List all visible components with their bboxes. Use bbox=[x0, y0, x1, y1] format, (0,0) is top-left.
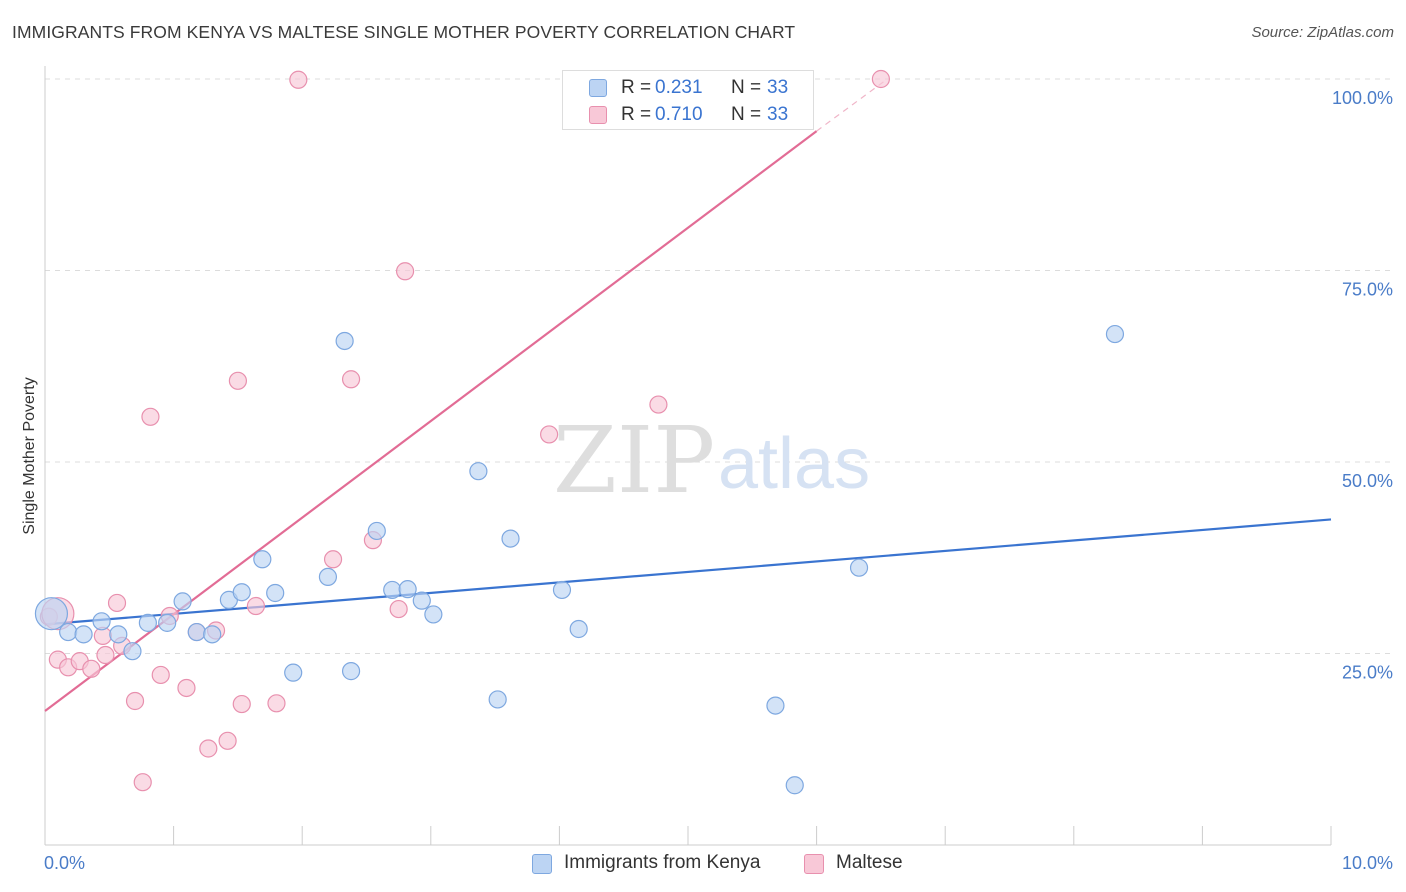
source-label: Source: ZipAtlas.com bbox=[1251, 24, 1394, 41]
point-maltese bbox=[125, 691, 145, 711]
point-maltese bbox=[133, 773, 152, 792]
point-maltese bbox=[246, 596, 266, 616]
watermark-atlas: atlas bbox=[718, 424, 870, 504]
legend-n-value-maltese: 33 bbox=[767, 104, 789, 125]
y-axis-label: Single Mother Poverty bbox=[21, 377, 38, 534]
tick-labels: 25.0% 50.0% 75.0% 100.0% 0.0% 10.0% bbox=[44, 88, 1393, 873]
point-kenya bbox=[849, 558, 869, 577]
point-maltese bbox=[82, 659, 101, 678]
point-kenya bbox=[318, 567, 338, 587]
point-maltese bbox=[395, 262, 415, 281]
point-maltese bbox=[323, 550, 343, 569]
y-tick-label: 75.0% bbox=[1342, 280, 1393, 300]
trend-line-maltese-extension bbox=[816, 78, 888, 132]
point-maltese bbox=[199, 739, 218, 758]
point-kenya bbox=[92, 612, 111, 631]
point-kenya bbox=[367, 521, 386, 541]
data-points bbox=[34, 69, 1125, 795]
series-legend-swatch-maltese bbox=[804, 854, 824, 874]
watermark: ZIP atlas bbox=[553, 407, 870, 514]
point-kenya bbox=[398, 580, 417, 599]
legend-n-label: N = bbox=[731, 104, 762, 125]
point-maltese bbox=[151, 665, 170, 685]
point-kenya bbox=[488, 690, 507, 709]
legend-r-label: R = bbox=[621, 104, 652, 125]
point-kenya bbox=[173, 592, 192, 611]
point-kenya bbox=[266, 583, 285, 603]
point-kenya bbox=[232, 583, 251, 602]
point-kenya bbox=[383, 580, 402, 600]
trend-lines bbox=[44, 78, 1332, 712]
y-tick-label: 25.0% bbox=[1342, 663, 1393, 683]
chart-title: IMMIGRANTS FROM KENYA VS MALTESE SINGLE … bbox=[12, 22, 796, 42]
point-kenya bbox=[766, 696, 785, 715]
legend-r-value-kenya: 0.231 bbox=[655, 77, 703, 98]
stats-legend: R = 0.231 N = 33 R = 0.710 N = 33 bbox=[562, 70, 814, 130]
x-tick-label: 0.0% bbox=[44, 853, 85, 873]
point-kenya bbox=[74, 625, 93, 644]
point-maltese bbox=[232, 694, 251, 714]
series-legend-label-maltese: Maltese bbox=[836, 852, 903, 873]
legend-swatch-kenya bbox=[589, 79, 607, 97]
y-tick-label: 50.0% bbox=[1342, 471, 1393, 491]
point-maltese bbox=[289, 70, 308, 89]
point-maltese bbox=[218, 731, 237, 750]
point-kenya bbox=[123, 642, 142, 661]
axes bbox=[44, 66, 1332, 846]
legend-n-label: N = bbox=[731, 77, 762, 98]
watermark-zip: ZIP bbox=[553, 407, 715, 514]
point-kenya bbox=[424, 605, 443, 624]
point-kenya bbox=[253, 550, 272, 569]
series-legend-swatch-kenya bbox=[532, 854, 552, 874]
point-maltese bbox=[177, 678, 196, 698]
point-kenya bbox=[109, 625, 128, 644]
point-maltese bbox=[96, 645, 115, 665]
trend-line-kenya bbox=[44, 518, 1332, 626]
legend-n-value-kenya: 33 bbox=[767, 77, 789, 98]
point-kenya bbox=[335, 331, 354, 351]
series-legend-label-kenya: Immigrants from Kenya bbox=[564, 852, 761, 873]
point-maltese bbox=[871, 69, 891, 89]
point-kenya bbox=[158, 613, 177, 632]
point-kenya bbox=[203, 625, 222, 644]
point-kenya bbox=[501, 529, 520, 548]
point-maltese bbox=[341, 370, 361, 389]
y-tick-label: 100.0% bbox=[1332, 88, 1393, 108]
point-kenya bbox=[138, 613, 157, 632]
grid-lines bbox=[45, 78, 1392, 654]
point-maltese bbox=[228, 371, 247, 390]
point-maltese bbox=[649, 395, 668, 414]
point-kenya bbox=[569, 619, 588, 639]
point-maltese bbox=[540, 425, 559, 444]
point-maltese bbox=[107, 593, 127, 613]
point-maltese bbox=[141, 407, 160, 426]
x-tick-label: 10.0% bbox=[1342, 853, 1393, 873]
point-kenya bbox=[469, 462, 488, 481]
point-kenya bbox=[552, 580, 572, 600]
point-maltese bbox=[389, 599, 408, 619]
point-kenya bbox=[412, 591, 431, 610]
legend-r-value-maltese: 0.710 bbox=[655, 104, 703, 125]
legend-swatch-maltese bbox=[589, 106, 607, 124]
point-kenya bbox=[34, 597, 69, 631]
point-kenya bbox=[59, 622, 78, 642]
point-kenya bbox=[341, 662, 361, 681]
point-maltese bbox=[267, 694, 286, 713]
point-kenya bbox=[785, 776, 804, 795]
legend-r-label: R = bbox=[621, 77, 652, 98]
point-kenya bbox=[1105, 324, 1125, 344]
point-kenya bbox=[187, 622, 206, 642]
point-kenya bbox=[284, 663, 303, 682]
